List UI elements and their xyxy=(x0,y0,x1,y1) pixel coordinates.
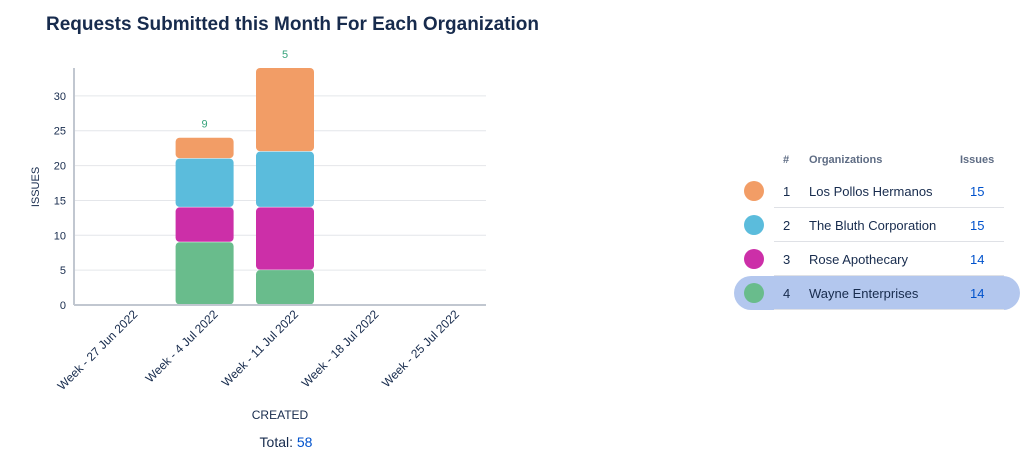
data-label: 9 xyxy=(202,119,208,131)
legend-organization: Rose Apothecary xyxy=(809,252,909,267)
bar-segment[interactable] xyxy=(175,207,234,242)
y-tick-label: 15 xyxy=(54,195,66,207)
legend-rank: 2 xyxy=(783,218,791,233)
y-axis-label: ISSUES xyxy=(30,167,42,207)
bar-chart: 0 5 10 15 20 25 30 Week - 27 Jun 2022 Week - 4 … xyxy=(30,49,486,422)
x-tick-label: Week - 11 Jul 2022 xyxy=(219,307,301,389)
data-label: 5 xyxy=(282,49,288,61)
series-color-dot xyxy=(744,181,764,201)
legend-row[interactable]: 3 Rose Apothecary 14 xyxy=(734,242,1020,276)
legend-rank: 1 xyxy=(783,184,791,199)
bar-segment[interactable] xyxy=(175,242,234,305)
series-color-dot xyxy=(744,215,764,235)
y-tick-label: 20 xyxy=(54,161,66,173)
total-value[interactable]: 58 xyxy=(296,434,313,450)
legend-organization: Wayne Enterprises xyxy=(809,286,919,301)
y-tick-label: 0 xyxy=(60,300,66,312)
legend-header-issues: Issues xyxy=(960,154,995,166)
legend-rank: 3 xyxy=(783,252,791,267)
chart-title: Requests Submitted this Month For Each O… xyxy=(46,14,539,35)
row-divider xyxy=(774,309,1004,310)
bar-segment[interactable] xyxy=(175,158,234,207)
x-axis-ticks: Week - 27 Jun 2022 Week - 4 Jul 2022Week … xyxy=(55,307,463,393)
row-divider xyxy=(774,241,1004,242)
legend-issue-count[interactable]: 14 xyxy=(970,252,985,267)
total-label: Total: xyxy=(259,434,293,450)
x-tick-label: Week - 27 Jun 2022 xyxy=(55,307,141,393)
legend-row[interactable]: 4 Wayne Enterprises 14 xyxy=(734,276,1020,310)
x-tick-label: Week - 18 Jul 2022 xyxy=(299,307,382,390)
y-tick-label: 10 xyxy=(54,230,66,242)
legend-header-organizations: Organizations xyxy=(809,154,883,166)
x-tick-label: Week - 25 Jul 2022 xyxy=(379,307,462,390)
legend-issue-count[interactable]: 14 xyxy=(970,286,985,301)
data-labels: 95 xyxy=(202,49,289,131)
y-tick-label: 30 xyxy=(54,91,66,103)
legend-row[interactable]: 2 The Bluth Corporation 15 xyxy=(734,208,1020,242)
legend-row[interactable]: 1 Los Pollos Hermanos 15 xyxy=(734,174,1020,208)
legend-header-rank: # xyxy=(783,154,790,166)
legend-organization: The Bluth Corporation xyxy=(809,218,937,233)
row-divider xyxy=(774,275,1004,276)
y-tick-label: 25 xyxy=(54,126,66,138)
legend-table: # Organizations Issues 1 Los Pollos Herm… xyxy=(734,146,1020,310)
legend-header: # Organizations Issues xyxy=(734,146,1020,174)
legend-issue-count[interactable]: 15 xyxy=(970,218,985,233)
row-divider xyxy=(774,207,1004,208)
total-summary: Total: 58 xyxy=(0,434,572,450)
y-axis-ticks: 0 5 10 15 20 25 30 xyxy=(54,91,66,312)
legend-rank: 4 xyxy=(783,286,791,301)
bar-segment[interactable] xyxy=(256,151,314,207)
series-color-dot xyxy=(744,249,764,269)
bar-segment[interactable] xyxy=(256,270,314,305)
legend-issue-count[interactable]: 15 xyxy=(970,184,985,199)
x-axis-label: CREATED xyxy=(252,408,309,422)
bars[interactable] xyxy=(175,68,314,305)
bar-segment[interactable] xyxy=(175,137,234,159)
bar-segment[interactable] xyxy=(256,207,314,270)
series-color-dot xyxy=(744,283,764,303)
bar-segment[interactable] xyxy=(256,68,314,152)
x-tick-label: Week - 4 Jul 2022 xyxy=(143,307,221,385)
legend-organization: Los Pollos Hermanos xyxy=(809,184,933,199)
y-tick-label: 5 xyxy=(60,265,66,277)
